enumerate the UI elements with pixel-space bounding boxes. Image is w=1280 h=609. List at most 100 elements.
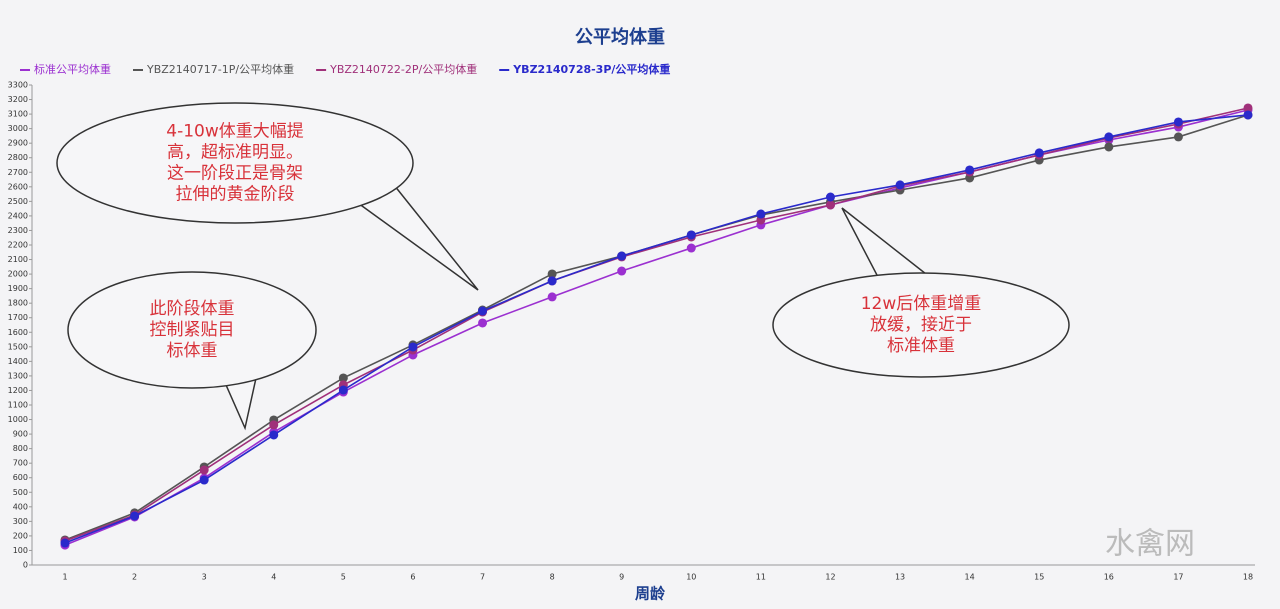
x-tick-label: 2 (132, 573, 137, 582)
x-tick-label: 15 (1034, 573, 1044, 582)
y-tick-label: 2500 (8, 197, 28, 206)
data-point (617, 266, 627, 276)
annotation-text: 4-10w体重大幅提 (166, 122, 304, 142)
data-point (1173, 132, 1183, 142)
data-point (408, 342, 418, 352)
data-point (547, 269, 557, 279)
y-tick-label: 2000 (8, 270, 28, 279)
y-tick-label: 700 (13, 459, 28, 468)
x-tick-label: 5 (341, 573, 346, 582)
data-point (338, 385, 348, 395)
y-tick-label: 500 (13, 488, 28, 497)
annotation-text: 放缓，接近于 (870, 315, 972, 335)
y-tick-label: 900 (13, 430, 28, 439)
y-tick-label: 3200 (8, 95, 28, 104)
data-point (199, 475, 209, 485)
annotation-text: 12w后体重增重 (861, 294, 982, 314)
y-tick-label: 1800 (8, 299, 28, 308)
annotation-text: 此阶段体重 (150, 299, 235, 319)
y-tick-label: 600 (13, 473, 28, 482)
annotation-text: 标体重 (167, 341, 218, 361)
data-point (269, 420, 279, 430)
x-tick-label: 6 (410, 573, 415, 582)
data-point (60, 538, 70, 548)
legend-label: YBZ2140717-1P/公平均体重 (146, 62, 294, 76)
y-tick-label: 1000 (8, 415, 28, 424)
x-tick-label: 1 (62, 573, 67, 582)
y-tick-label: 1200 (8, 386, 28, 395)
x-tick-label: 11 (756, 573, 766, 582)
y-tick-label: 1500 (8, 342, 28, 351)
data-point (965, 165, 975, 175)
data-point (269, 430, 279, 440)
data-point (547, 276, 557, 286)
data-point (478, 306, 488, 316)
y-tick-label: 1400 (8, 357, 28, 366)
y-tick-label: 800 (13, 444, 28, 453)
data-point (1104, 142, 1114, 152)
x-tick-label: 17 (1173, 573, 1183, 582)
callout (56, 102, 414, 224)
data-point (338, 373, 348, 383)
y-tick-label: 2100 (8, 255, 28, 264)
y-tick-label: 1600 (8, 328, 28, 337)
x-tick-label: 3 (202, 573, 207, 582)
y-tick-label: 0 (23, 561, 28, 570)
callout (67, 271, 317, 389)
series-line (64, 107, 1249, 542)
y-tick-label: 2200 (8, 241, 28, 250)
x-tick-label: 7 (480, 573, 485, 582)
x-tick-label: 4 (271, 573, 276, 582)
legend-label: YBZ2140722-2P/公平均体重 (329, 62, 477, 76)
x-tick-label: 10 (686, 573, 696, 582)
y-tick-label: 200 (13, 531, 28, 540)
annotation-text: 控制紧贴目 (150, 320, 235, 340)
chart-title: 公平均体重 (575, 26, 665, 48)
data-point (1173, 117, 1183, 127)
data-point (686, 243, 696, 253)
y-tick-label: 3100 (8, 110, 28, 119)
data-point (1034, 148, 1044, 158)
data-point (199, 465, 209, 475)
series-line (64, 114, 1249, 544)
y-tick-label: 2900 (8, 139, 28, 148)
data-point (686, 230, 696, 240)
x-tick-label: 8 (550, 573, 555, 582)
data-point (130, 511, 140, 521)
data-point (825, 192, 835, 202)
y-tick-label: 2300 (8, 226, 28, 235)
x-tick-label: 16 (1104, 573, 1114, 582)
callouts (56, 102, 1070, 431)
legend-label: YBZ2140728-3P/公平均体重 (512, 62, 670, 76)
y-tick-label: 3000 (8, 124, 28, 133)
y-tick-label: 2400 (8, 211, 28, 220)
watermark: 水禽网 (1105, 527, 1195, 562)
annotation-text: 高，超标准明显。 (167, 143, 303, 163)
y-tick-label: 2800 (8, 153, 28, 162)
y-tick-label: 1900 (8, 284, 28, 293)
data-point (1243, 110, 1253, 120)
annotation-text: 拉伸的黄金阶段 (176, 185, 295, 205)
x-tick-label: 14 (965, 573, 975, 582)
y-tick-label: 1100 (8, 401, 28, 410)
y-tick-label: 400 (13, 502, 28, 511)
annotation-text: 标准体重 (887, 336, 955, 356)
x-tick-label: 9 (619, 573, 624, 582)
data-point (617, 251, 627, 261)
legend-label: 标准公平均体重 (34, 62, 111, 76)
data-point (825, 200, 835, 210)
y-tick-label: 2700 (8, 168, 28, 177)
y-tick-label: 3300 (8, 81, 28, 90)
callout (772, 272, 1070, 378)
annotation-text: 这一阶段正是骨架 (167, 164, 303, 184)
data-point (895, 180, 905, 190)
data-point (1104, 132, 1114, 142)
y-tick-label: 2600 (8, 182, 28, 191)
data-point (478, 318, 488, 328)
x-tick-label: 13 (895, 573, 905, 582)
data-point (1243, 103, 1253, 113)
x-tick-label: 12 (825, 573, 835, 582)
y-tick-label: 300 (13, 517, 28, 526)
x-tick-label: 18 (1243, 573, 1253, 582)
